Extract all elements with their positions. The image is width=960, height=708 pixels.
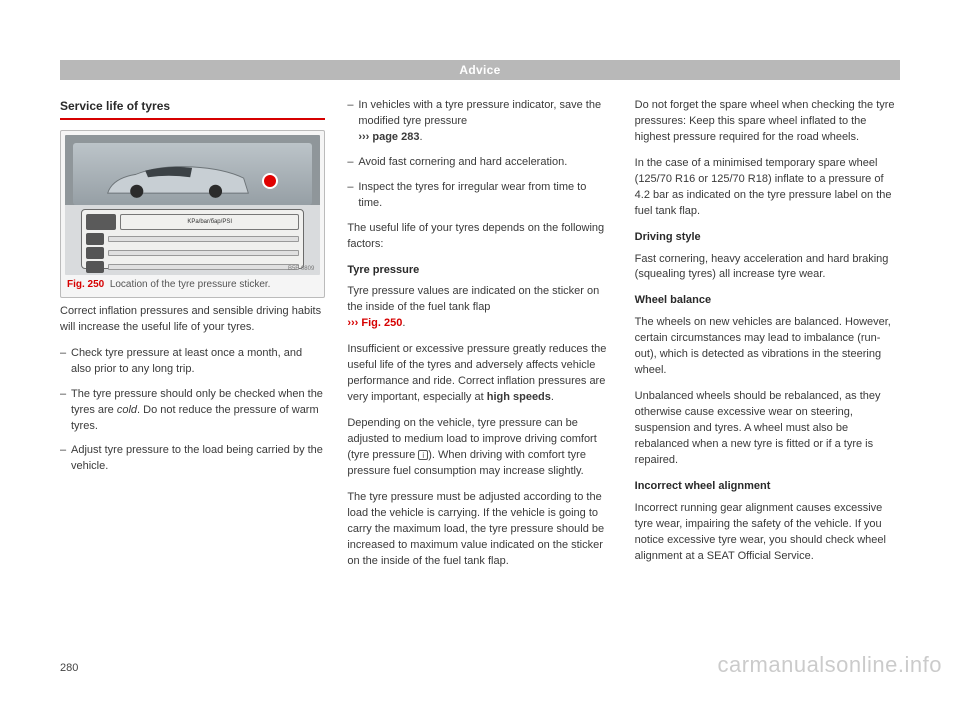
bullet-list-1: Check tyre pressure at least once a mont… (60, 346, 325, 476)
sticker-icon-block (86, 214, 116, 230)
callout-pin-icon (264, 175, 276, 187)
spare-para-2: In the case of a minimised temporary spa… (635, 156, 900, 220)
emphasis-cold: cold (117, 404, 137, 416)
figure-image: KPa/bar/бар/PSI B5F-0809 (65, 135, 320, 275)
figure-caption-text: Location of the tyre pressure sticker. (110, 279, 271, 290)
column-3: Do not forget the spare wheel when check… (635, 98, 900, 579)
info-icon: i (418, 450, 428, 460)
subhead-driving-style: Driving style (635, 230, 900, 246)
alignment-para: Incorrect running gear alignment causes … (635, 501, 900, 565)
subhead-wheel-alignment: Incorrect wheel alignment (635, 479, 900, 495)
tp-para-3: Depending on the vehicle, tyre pressure … (347, 416, 612, 480)
page-number: 280 (60, 662, 78, 674)
tp-text: Insufficient or excessive pressure great… (347, 343, 606, 403)
tp-para-1: Tyre pressure values are indicated on th… (347, 284, 612, 332)
spare-para-1: Do not forget the spare wheel when check… (635, 98, 900, 146)
column-2: In vehicles with a tyre pressure indicat… (347, 98, 612, 579)
section-title: Service life of tyres (60, 98, 325, 120)
figure-number: Fig. 250 (67, 279, 104, 290)
sticker-units-label: KPa/bar/бар/PSI (120, 214, 299, 230)
manual-page: Advice Service life of tyres KPa/ (0, 0, 960, 708)
subhead-tyre-pressure: Tyre pressure (347, 263, 612, 279)
tp-para-2: Insufficient or excessive pressure great… (347, 342, 612, 406)
tp-text-tail: . (551, 391, 554, 403)
content-columns: Service life of tyres KPa/bar/бар/PSI (60, 98, 900, 579)
intro-para: Correct inflation pressures and sensible… (60, 304, 325, 336)
tp-para-4: The tyre pressure must be adjusted accor… (347, 490, 612, 570)
list-item: In vehicles with a tyre pressure indicat… (347, 98, 612, 146)
balance-para-1: The wheels on new vehicles are balanced.… (635, 315, 900, 379)
list-item: Avoid fast cornering and hard accelerati… (347, 155, 612, 171)
emphasis-highspeeds: high speeds (487, 391, 551, 403)
tp-text: Tyre pressure values are indicated on th… (347, 285, 599, 313)
list-item: Inspect the tyres for irregular wear fro… (347, 180, 612, 212)
page-header: Advice (60, 60, 900, 80)
page-ref: ››› page 283 (358, 131, 419, 143)
figure-code: B5F-0809 (288, 265, 314, 274)
figure-caption: Fig. 250 Location of the tyre pressure s… (65, 275, 320, 293)
column-1: Service life of tyres KPa/bar/бар/PSI (60, 98, 325, 579)
driving-para: Fast cornering, heavy acceleration and h… (635, 252, 900, 284)
car-silhouette-icon (103, 161, 253, 199)
subhead-wheel-balance: Wheel balance (635, 293, 900, 309)
bullet-list-2: In vehicles with a tyre pressure indicat… (347, 98, 612, 212)
list-item: The tyre pressure should only be checked… (60, 387, 325, 435)
figure-250: KPa/bar/бар/PSI B5F-0809 Fig. 250 Locati… (60, 130, 325, 298)
tp-text-tail: . (402, 317, 405, 329)
figure-ref: ››› Fig. 250 (347, 317, 402, 329)
watermark: carmanualsonline.info (717, 652, 942, 678)
pressure-sticker: KPa/bar/бар/PSI (81, 209, 304, 269)
car-background (73, 143, 312, 205)
ref-tail: . (419, 131, 422, 143)
useful-life-para: The useful life of your tyres depends on… (347, 221, 612, 253)
list-item: Adjust tyre pressure to the load being c… (60, 443, 325, 475)
list-item: Check tyre pressure at least once a mont… (60, 346, 325, 378)
balance-para-2: Unbalanced wheels should be rebalanced, … (635, 389, 900, 469)
list-text: In vehicles with a tyre pressure indicat… (358, 99, 601, 127)
